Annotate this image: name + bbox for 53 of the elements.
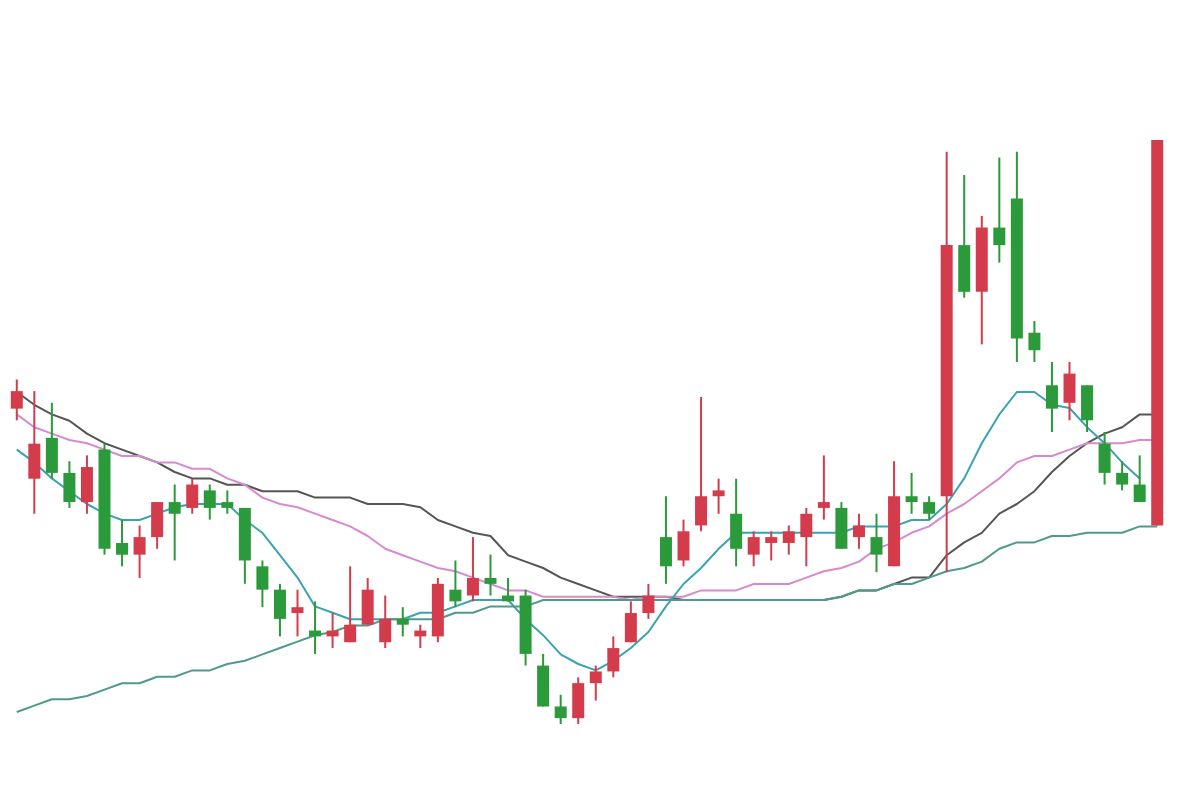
candlestick (484, 553, 497, 597)
candlestick (572, 676, 585, 725)
candlestick (712, 477, 725, 515)
candlestick (1098, 431, 1111, 486)
candlestick (379, 594, 392, 650)
candlestick (344, 565, 357, 644)
candlestick (677, 518, 690, 568)
candlestick (80, 454, 93, 515)
candlestick (396, 606, 409, 638)
candlestick (1116, 460, 1129, 492)
candlestick (45, 401, 58, 480)
candlestick (10, 378, 23, 422)
candlestick (923, 495, 936, 521)
candlestick (28, 390, 41, 515)
candlestick (133, 524, 146, 579)
candlestick (466, 536, 479, 603)
candlestick (695, 395, 708, 533)
candlestick (1028, 320, 1041, 363)
candlestick (870, 512, 883, 574)
candlestick (116, 518, 129, 568)
candlestick (256, 559, 269, 609)
candlestick (1063, 360, 1076, 422)
candlestick (449, 559, 462, 609)
candlestick (291, 588, 304, 638)
candlestick (221, 489, 234, 515)
candlestick (905, 471, 918, 515)
candlestick (852, 512, 865, 550)
candlestick (589, 664, 602, 702)
candlestick (800, 506, 813, 568)
candlestick (1133, 454, 1146, 504)
candlestick (1081, 384, 1094, 433)
candlestick (624, 600, 637, 644)
candlestick (730, 477, 743, 568)
candlestick (361, 577, 374, 626)
candlestick (642, 582, 655, 620)
candlestick (537, 652, 550, 708)
candlestick (1045, 360, 1058, 433)
candlestick (747, 530, 760, 568)
candlestick (835, 501, 848, 550)
candlestick (817, 454, 830, 521)
candlestick (554, 693, 567, 725)
candlestick (782, 524, 795, 556)
candlestick (151, 501, 164, 550)
candlestick (168, 483, 181, 562)
candlestick (203, 483, 216, 521)
candlestick (273, 582, 286, 638)
candlestick (63, 460, 76, 509)
candlestick (186, 477, 199, 515)
candlestick (958, 174, 971, 299)
candlestick (993, 156, 1006, 264)
candlestick (659, 495, 672, 585)
candlestick (765, 530, 778, 562)
candlestick (607, 635, 620, 679)
